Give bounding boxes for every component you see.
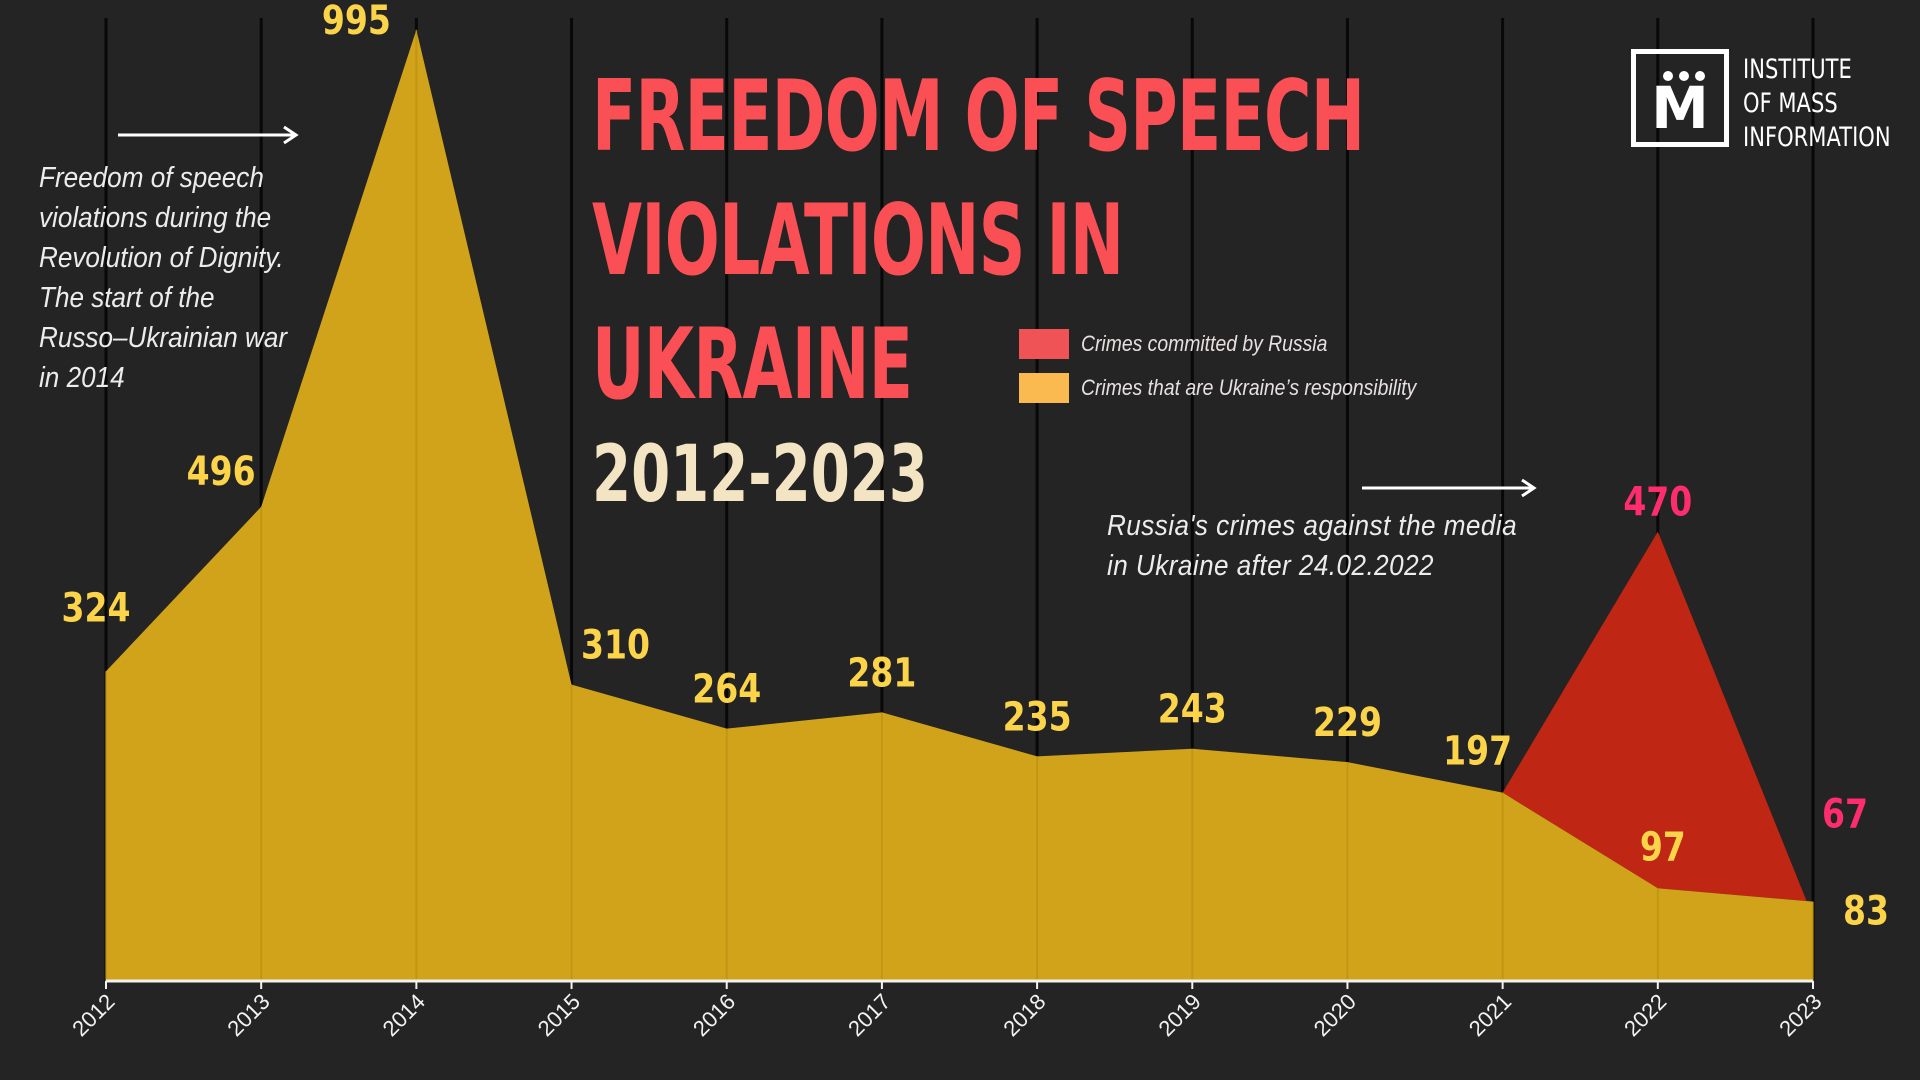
arrow-icon-right-head	[1521, 478, 1537, 498]
area-russia	[1502, 531, 1813, 917]
data-label-ukraine-2023: 83	[1843, 889, 1889, 935]
data-label-ukraine-2022: 97	[1640, 824, 1686, 870]
x-tick-label: 2023	[1774, 989, 1826, 1041]
legend-swatch-ukraine	[1019, 373, 1069, 403]
logo-line-3: INFORMATION	[1743, 122, 1891, 153]
data-label-ukraine-2021: 197	[1443, 729, 1512, 775]
annotation-russia-crimes: Russia's crimes against the media in Ukr…	[1107, 506, 1587, 586]
data-label-ukraine-2016: 264	[692, 667, 761, 713]
logo-letter: M	[1651, 74, 1709, 142]
annotation-left-line: violations during the	[39, 202, 272, 234]
data-label-ukraine-2020: 229	[1313, 700, 1382, 746]
data-label-ukraine-2017: 281	[847, 650, 916, 696]
x-tick-label: 2021	[1464, 989, 1516, 1041]
annotation-right-line: in Ukraine after 24.02.2022	[1107, 550, 1435, 582]
x-tick-label: 2019	[1154, 989, 1206, 1041]
annotation-left-line: in 2014	[39, 362, 125, 394]
data-label-ukraine-2012: 324	[62, 585, 131, 631]
logo-line-2: OF MASS	[1743, 88, 1838, 119]
logo-dots-icon	[1663, 71, 1705, 81]
legend: Crimes committed by Russia Crimes that a…	[1019, 322, 1462, 410]
legend-item-ukraine: Crimes that are Ukraine’s responsibility	[1019, 366, 1462, 410]
legend-label-ukraine: Crimes that are Ukraine’s responsibility	[1081, 375, 1417, 400]
x-tick-label: 2012	[67, 989, 119, 1041]
x-tick-label: 2014	[378, 989, 430, 1041]
legend-swatch-russia	[1019, 329, 1069, 359]
data-label-ukraine-2013: 496	[187, 449, 256, 495]
annotation-left-line: Russo–Ukrainian war	[39, 322, 288, 354]
legend-label-russia: Crimes committed by Russia	[1081, 331, 1328, 356]
annotation-left-line: Freedom of speech	[39, 162, 264, 194]
x-tick-label: 2016	[688, 989, 740, 1041]
data-label-ukraine-2019: 243	[1158, 687, 1227, 733]
arrow-icon-left-head	[283, 125, 299, 145]
x-tick-label: 2015	[533, 989, 585, 1041]
annotation-revolution-of-dignity: Freedom of speech violations during the …	[39, 158, 359, 398]
area-ukraine	[106, 29, 1813, 981]
title-line-1: FREEDOM OF SPEECH	[592, 60, 1365, 174]
x-tick-label: 2017	[843, 989, 895, 1041]
title-years: 2012-2023	[592, 430, 928, 520]
x-tick-label: 2020	[1309, 989, 1361, 1041]
institute-logo: M INSTITUTE OF MASS INFORMATION	[1631, 49, 1920, 155]
x-tick-label: 2022	[1619, 989, 1671, 1041]
data-label-russia-2022: 470	[1623, 480, 1692, 526]
annotation-left-line: Revolution of Dignity.	[39, 242, 284, 274]
logo-wordmark: INSTITUTE OF MASS INFORMATION	[1743, 53, 1920, 155]
data-label-ukraine-2014: 995	[322, 0, 391, 44]
logo-mark: M	[1631, 49, 1729, 147]
data-label-ukraine-2015: 310	[581, 623, 650, 669]
x-tick-label: 2013	[222, 989, 274, 1041]
title-line-2: VIOLATIONS IN	[592, 184, 1124, 298]
chart-title: FREEDOM OF SPEECH VIOLATIONS IN UKRAINE …	[592, 55, 1392, 523]
x-tick-label: 2018	[998, 989, 1050, 1041]
annotation-right-line: Russia's crimes against the media	[1107, 510, 1518, 542]
legend-item-russia: Crimes committed by Russia	[1019, 322, 1462, 366]
title-line-3: UKRAINE	[592, 308, 913, 422]
data-label-russia-2023: 67	[1822, 792, 1868, 838]
logo-line-1: INSTITUTE	[1743, 54, 1852, 85]
data-label-ukraine-2018: 235	[1003, 694, 1072, 740]
annotation-left-line: The start of the	[39, 282, 215, 314]
